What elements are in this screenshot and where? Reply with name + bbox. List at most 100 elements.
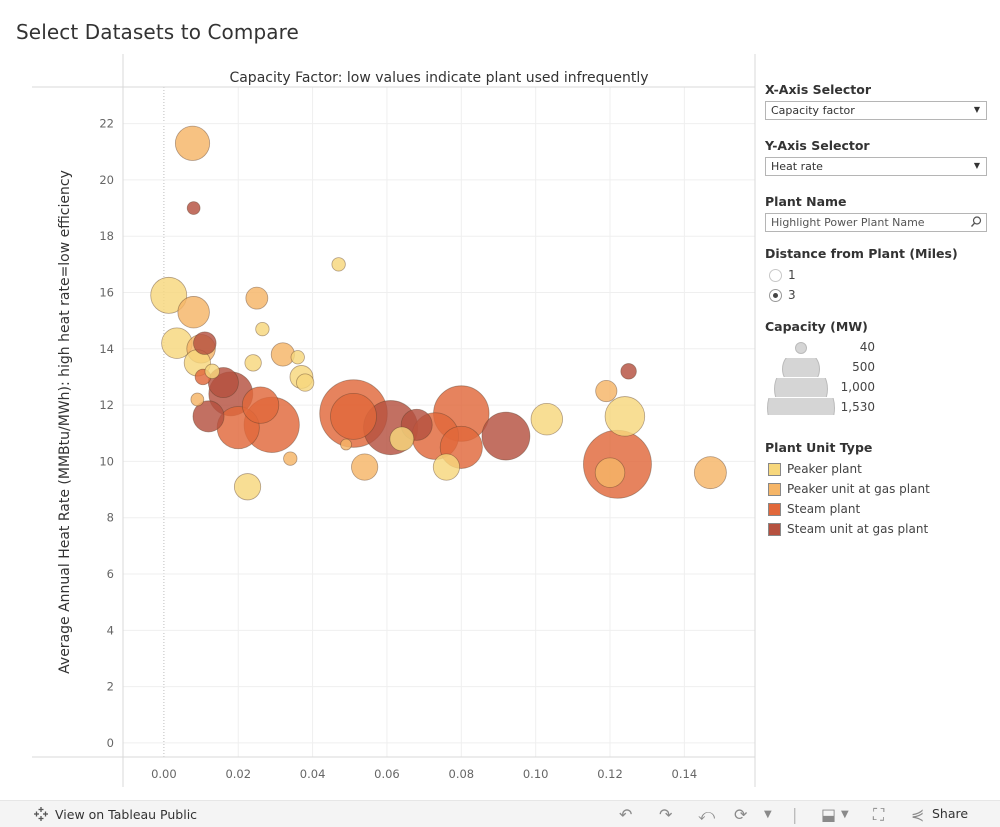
legend-item-steam-unit[interactable]: Steam unit at gas plant bbox=[765, 519, 987, 539]
chevron-down-icon[interactable]: ▼ bbox=[841, 809, 849, 820]
legend-swatch bbox=[768, 482, 781, 496]
revert-icon[interactable]: ⤺ bbox=[698, 805, 716, 824]
plant-type-legend-title: Plant Unit Type bbox=[765, 440, 873, 455]
chart-points[interactable] bbox=[150, 125, 727, 501]
size-circle-icon bbox=[795, 342, 807, 354]
data-point[interactable] bbox=[432, 453, 461, 481]
distance-title: Distance from Plant (Miles) bbox=[765, 246, 958, 261]
data-point[interactable] bbox=[233, 473, 262, 501]
data-point[interactable] bbox=[389, 426, 415, 452]
fullscreen-icon[interactable]: ⛶ bbox=[873, 805, 885, 824]
size-legend-label: 1,000 bbox=[840, 380, 875, 394]
data-point[interactable] bbox=[255, 321, 270, 337]
size-circle-icon bbox=[767, 398, 835, 415]
refresh-icon[interactable]: ⟳ bbox=[734, 805, 748, 824]
redo-icon[interactable]: ↷ bbox=[659, 805, 673, 824]
y-tick-label: 22 bbox=[99, 117, 114, 131]
dropdown-arrow-icon: ▼ bbox=[973, 161, 980, 170]
x-tick-label: 0.14 bbox=[672, 767, 698, 781]
search-icon[interactable] bbox=[970, 215, 982, 229]
data-point[interactable] bbox=[620, 363, 637, 380]
size-legend-label: 1,530 bbox=[840, 400, 875, 414]
plant-name-search-input[interactable]: Highlight Power Plant Name bbox=[765, 213, 987, 232]
chart-title: Capacity Factor: low values indicate pla… bbox=[229, 70, 648, 86]
y-tick-label: 8 bbox=[107, 511, 114, 525]
data-point[interactable] bbox=[245, 286, 269, 310]
download-icon[interactable]: ⬓ bbox=[821, 805, 837, 824]
scatter-chart[interactable]: 0.00 0.02 0.04 0.06 0.08 0.10 0.12 0.14 0 2 4 6 8 10 1… bbox=[0, 52, 760, 792]
data-point[interactable] bbox=[340, 438, 352, 451]
size-circle-icon bbox=[782, 358, 820, 377]
size-circle-icon bbox=[774, 378, 828, 397]
legend-swatch bbox=[768, 462, 781, 476]
data-point[interactable] bbox=[595, 379, 618, 403]
data-point[interactable] bbox=[330, 392, 377, 440]
legend-label: Peaker plant bbox=[787, 462, 862, 476]
legend-label: Steam unit at gas plant bbox=[787, 522, 929, 536]
data-point[interactable] bbox=[204, 363, 220, 380]
data-point[interactable] bbox=[193, 331, 217, 355]
data-point[interactable] bbox=[530, 402, 564, 436]
y-axis-selector-dropdown[interactable]: Heat rate ▼ bbox=[765, 157, 987, 176]
legend-item-peaker-unit[interactable]: Peaker unit at gas plant bbox=[765, 479, 987, 499]
x-tick-label: 0.12 bbox=[597, 767, 623, 781]
data-point[interactable] bbox=[296, 373, 315, 392]
data-point[interactable] bbox=[186, 201, 201, 215]
data-point[interactable] bbox=[241, 386, 280, 424]
undo-icon[interactable]: ↶ bbox=[619, 805, 633, 824]
data-point[interactable] bbox=[270, 342, 295, 367]
data-point[interactable] bbox=[331, 257, 346, 272]
data-point[interactable] bbox=[174, 125, 211, 161]
y-axis-title: Average Annual Heat Rate (MMBtu/MWh): hi… bbox=[57, 170, 73, 674]
capacity-legend-title: Capacity (MW) bbox=[765, 319, 868, 334]
chart-axes: 0.00 0.02 0.04 0.06 0.08 0.10 0.12 0.14 0 2 4 6 8 10 1… bbox=[32, 54, 756, 787]
legend-label: Peaker unit at gas plant bbox=[787, 482, 930, 496]
data-point[interactable] bbox=[481, 411, 531, 461]
radio-unselected-icon[interactable] bbox=[769, 268, 782, 282]
capacity-size-legend: 40 500 1,000 1,530 bbox=[765, 338, 987, 430]
radio-selected-icon[interactable] bbox=[769, 288, 782, 302]
data-point[interactable] bbox=[177, 296, 210, 329]
distance-option-label: 1 bbox=[788, 268, 796, 282]
size-legend-row: 500 bbox=[765, 358, 875, 378]
y-tick-label: 14 bbox=[99, 342, 114, 356]
x-tick-label: 0.10 bbox=[523, 767, 549, 781]
data-point[interactable] bbox=[150, 276, 188, 314]
toolbar-divider: | bbox=[792, 805, 798, 824]
dropdown-arrow-icon: ▼ bbox=[973, 105, 980, 114]
y-tick-label: 4 bbox=[107, 623, 114, 637]
x-axis-selector-dropdown[interactable]: Capacity factor ▼ bbox=[765, 101, 987, 120]
y-axis-selector-title: Y-Axis Selector bbox=[765, 138, 870, 153]
data-point[interactable] bbox=[604, 396, 646, 437]
x-tick-label: 0.08 bbox=[449, 767, 475, 781]
legend-item-peaker-plant[interactable]: Peaker plant bbox=[765, 459, 987, 479]
toolbar-footer: View on Tableau Public ↶ ↷ ⤺ ⟳ ▼ | ⬓ ▼ ⛶… bbox=[0, 800, 1000, 827]
data-point[interactable] bbox=[192, 400, 225, 433]
size-legend-row: 1,000 bbox=[765, 378, 875, 398]
legend-swatch bbox=[768, 522, 781, 536]
view-on-tableau-label: View on Tableau Public bbox=[55, 806, 198, 822]
view-on-tableau-link[interactable]: View on Tableau Public bbox=[33, 806, 197, 822]
distance-option-3[interactable]: 3 bbox=[765, 285, 987, 305]
x-axis-selector-title: X-Axis Selector bbox=[765, 82, 871, 97]
plant-name-title: Plant Name bbox=[765, 194, 847, 209]
data-point[interactable] bbox=[244, 354, 262, 372]
share-button[interactable]: Share bbox=[932, 806, 969, 821]
data-point[interactable] bbox=[693, 456, 727, 490]
data-point[interactable] bbox=[290, 350, 305, 365]
share-icon[interactable]: ⋞ bbox=[911, 805, 925, 824]
legend-item-steam-plant[interactable]: Steam plant bbox=[765, 499, 987, 519]
distance-option-1[interactable]: 1 bbox=[765, 265, 987, 285]
legend-label: Steam plant bbox=[787, 502, 861, 516]
y-axis-selector-value: Heat rate bbox=[771, 160, 823, 173]
legend-swatch bbox=[768, 502, 781, 516]
data-point[interactable] bbox=[351, 453, 379, 481]
data-point[interactable] bbox=[190, 392, 205, 407]
data-point[interactable] bbox=[594, 457, 626, 488]
data-point[interactable] bbox=[283, 451, 298, 466]
size-legend-row: 40 bbox=[765, 338, 875, 358]
y-tick-label: 6 bbox=[107, 567, 114, 581]
y-tick-label: 0 bbox=[107, 736, 114, 750]
y-tick-label: 12 bbox=[99, 398, 114, 412]
chevron-down-icon[interactable]: ▼ bbox=[764, 809, 772, 820]
